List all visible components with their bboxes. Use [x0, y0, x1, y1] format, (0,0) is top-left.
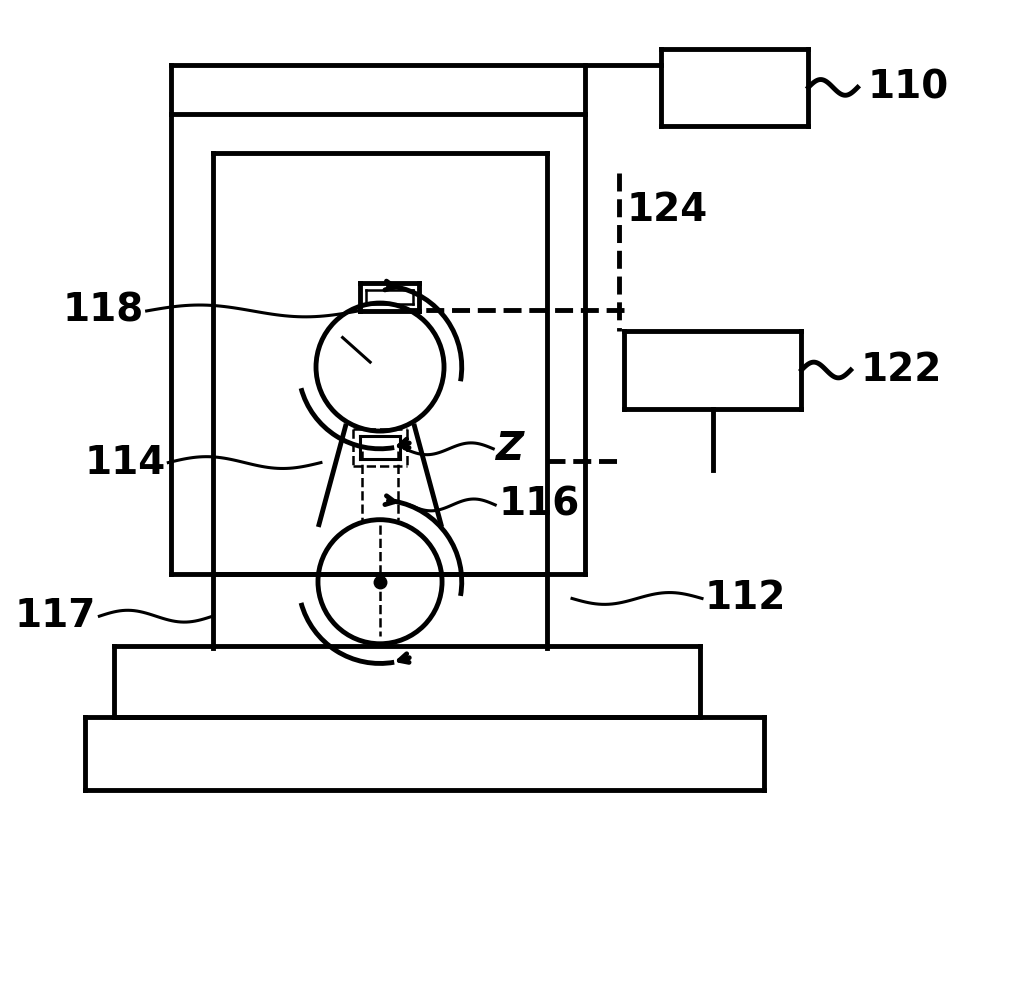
Text: 116: 116 — [498, 486, 579, 523]
Text: Z: Z — [496, 430, 525, 468]
Text: 110: 110 — [867, 68, 949, 107]
Text: 114: 114 — [84, 444, 165, 482]
Text: 118: 118 — [63, 292, 144, 330]
Text: 117: 117 — [15, 597, 96, 635]
Text: 124: 124 — [626, 191, 707, 229]
Text: 112: 112 — [705, 579, 786, 617]
Text: 122: 122 — [861, 351, 942, 389]
